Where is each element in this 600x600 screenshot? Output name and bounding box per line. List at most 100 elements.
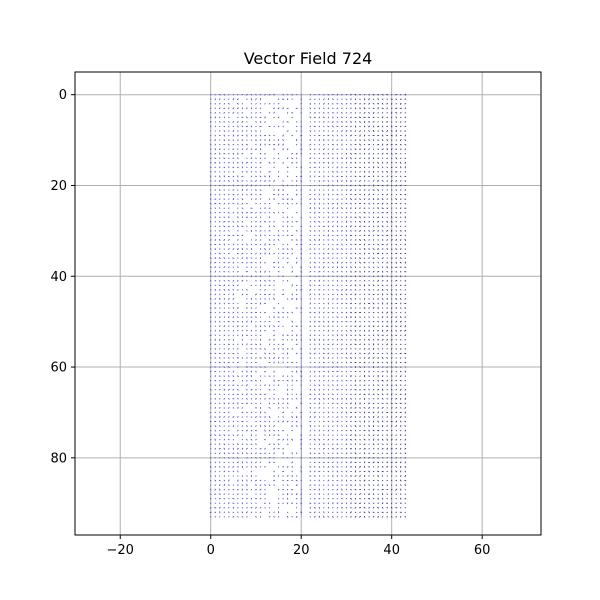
x-axis-ticks: −20 0 20 40 60 [107, 535, 490, 558]
vector-arrow [273, 339, 275, 341]
vector-arrow [228, 511, 230, 514]
vector-arrow [332, 393, 334, 396]
vector-arrow [291, 334, 293, 336]
vector-arrow [381, 202, 384, 205]
vector-arrow [214, 379, 217, 382]
vector-arrow [318, 307, 321, 309]
vector-arrow [336, 207, 339, 210]
vector-arrow [246, 425, 248, 427]
vector-arrow [318, 198, 321, 200]
vector-arrow [282, 139, 284, 141]
vector-arrow [223, 130, 226, 132]
vector-arrow [404, 143, 407, 146]
vector-arrow [291, 157, 294, 159]
vector-arrow [223, 257, 226, 259]
vector-arrow [264, 493, 266, 495]
vector-arrow [282, 438, 284, 441]
vector-arrow [345, 103, 348, 105]
vector-arrow [218, 425, 221, 427]
vector-arrow [237, 493, 239, 495]
vector-arrow [259, 152, 262, 155]
vector-arrow [368, 125, 370, 128]
vector-arrow [223, 470, 226, 473]
vector-arrow [250, 357, 253, 359]
vector-arrow [246, 184, 248, 187]
vector-arrow [214, 157, 217, 160]
vector-arrow [214, 343, 217, 346]
vector-arrow [390, 515, 393, 518]
vector-arrow [210, 220, 212, 223]
vector-arrow [268, 484, 271, 486]
vector-arrow [377, 484, 379, 486]
vector-arrow [223, 398, 226, 400]
vector-arrow [386, 130, 388, 133]
vector-arrow [286, 148, 289, 151]
vector-arrow [241, 511, 244, 514]
vector-arrow [250, 452, 253, 455]
vector-arrow [363, 238, 366, 241]
vector-arrow [282, 311, 285, 314]
vector-arrow [359, 484, 361, 486]
vector-arrow [295, 425, 298, 427]
vector-arrow [332, 125, 334, 128]
vector-arrow [236, 225, 239, 228]
vector-arrow [399, 375, 402, 377]
vector-arrow [381, 506, 384, 509]
vector-arrow [368, 193, 370, 196]
vector-arrow [354, 384, 357, 386]
vector-arrow [345, 507, 348, 509]
vector-arrow [363, 112, 366, 114]
vector-arrow [390, 316, 393, 318]
vector-arrow [282, 293, 285, 296]
vector-arrow [250, 429, 253, 432]
vector-arrow [350, 402, 352, 405]
vector-arrow [395, 184, 397, 187]
vector-arrow [350, 357, 352, 359]
vector-arrow [273, 107, 275, 110]
vector-arrow [318, 393, 321, 395]
vector-arrow [286, 393, 289, 396]
vector-arrow [228, 416, 230, 418]
vector-arrow [345, 470, 348, 473]
vector-arrow [241, 257, 244, 259]
vector-arrow [309, 289, 312, 291]
vector-arrow [313, 411, 316, 414]
vector-arrow [246, 447, 248, 450]
vector-arrow [345, 466, 348, 468]
vector-arrow [381, 466, 384, 468]
vector-arrow [237, 307, 239, 309]
vector-arrow [282, 107, 284, 110]
vector-arrow [259, 161, 262, 164]
vector-arrow [341, 470, 343, 473]
vector-arrow [314, 320, 316, 323]
vector-arrow [228, 311, 230, 314]
vector-arrow [341, 411, 343, 414]
vector-arrow [223, 93, 226, 96]
vector-arrow [309, 148, 312, 150]
vector-arrow [395, 284, 397, 287]
vector-arrow [218, 452, 221, 455]
vector-arrow [210, 143, 212, 146]
vector-arrow [390, 175, 393, 178]
vector-arrow [350, 493, 352, 496]
vector-arrow [322, 148, 325, 150]
vector-arrow [345, 175, 348, 178]
vector-arrow [264, 280, 266, 282]
vector-arrow [232, 452, 235, 455]
vector-arrow [332, 515, 334, 518]
vector-arrow [255, 179, 257, 182]
vector-arrow [336, 502, 339, 505]
vector-arrow [381, 298, 384, 300]
vector-arrow [350, 302, 352, 305]
vector-arrow [268, 416, 271, 418]
vector-arrow [236, 443, 239, 445]
y-tick-label: 80 [50, 451, 67, 466]
x-tick-label: 40 [383, 543, 400, 558]
vector-arrow [404, 243, 407, 246]
vector-arrow [332, 98, 334, 101]
vector-arrow [273, 180, 275, 182]
vector-arrow [227, 180, 230, 182]
vector-arrow [254, 479, 257, 482]
vector-arrow [359, 225, 361, 228]
vector-arrow [341, 475, 343, 477]
